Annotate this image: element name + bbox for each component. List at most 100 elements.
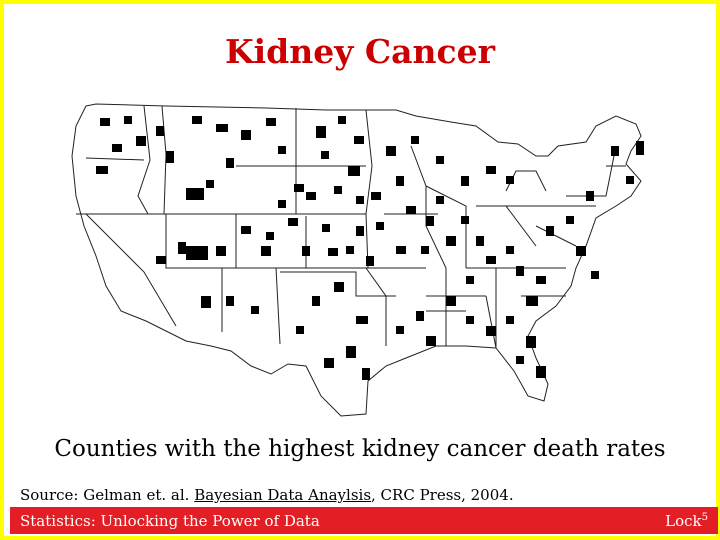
county-wy-1 [356,196,364,204]
footer-bar: Statistics: Unlocking the Power of Data … [10,507,718,534]
county-ga-2 [536,366,546,378]
county-ca-1 [241,226,251,234]
county-ga-1 [526,336,536,348]
county-ia-2 [396,176,404,186]
county-wv-1 [626,176,634,184]
county-il-3 [476,236,484,246]
county-ut-1 [186,246,208,260]
county-tx-4 [296,326,304,334]
county-mt-n1 [192,116,202,124]
county-mo-1 [371,192,381,200]
source-prefix: Source: Gelman et. al. [20,486,195,504]
county-fl-2 [566,216,574,224]
county-wy-2 [186,188,204,200]
county-mt-c1 [266,118,276,126]
county-al-2 [506,316,514,324]
county-ga-3 [516,356,524,364]
map-caption: Counties with the highest kidney cancer … [54,436,666,462]
county-mn-2 [362,368,370,380]
county-nd-2 [316,126,326,138]
county-la-1 [426,216,434,226]
footer-course-title: Statistics: Unlocking the Power of Data [20,512,320,530]
county-sd-2 [306,192,316,200]
county-id-n1 [156,126,164,136]
county-nd-1 [226,158,234,168]
county-tx-3 [312,296,320,306]
county-wi-1 [421,246,429,254]
slide-title: Kidney Cancer [224,32,496,71]
county-wa-e1 [124,116,132,124]
county-mo-2 [356,226,364,236]
county-ne-3 [322,224,330,232]
county-tx-6 [346,346,356,358]
county-spot-89 [112,144,122,152]
county-oh-1 [536,276,546,284]
county-tn-2 [396,326,404,334]
county-nc-1 [586,191,594,201]
county-tx-2 [334,282,344,292]
county-ms-2 [466,316,474,324]
county-ks-1 [302,246,310,256]
county-mn-3 [386,146,396,156]
county-az-1 [266,232,274,240]
county-oh-2 [526,296,538,306]
county-la-2 [396,246,406,254]
county-ky-1 [466,276,474,284]
county-ne-1 [226,296,234,306]
county-ny-2 [506,176,514,184]
county-al-1 [486,326,496,336]
county-md-1 [278,200,286,208]
source-suffix: , CRC Press, 2004. [371,486,514,504]
county-ms-1 [426,336,436,346]
county-id-c1 [166,151,174,163]
county-ia-1 [411,136,419,144]
county-vt-1 [436,156,444,164]
county-pa-1 [591,271,599,279]
county-mt-n2 [216,124,228,132]
county-mt-n3 [241,130,251,140]
county-tx-5 [356,316,368,324]
county-co-1 [201,296,211,308]
county-mi-1 [486,256,496,264]
county-il-1 [446,236,456,246]
county-va-1 [611,146,619,156]
county-mn-1 [324,358,334,368]
county-sd-1 [348,166,360,176]
county-il-2 [461,216,469,224]
county-mt-e1 [278,146,286,154]
county-nm-1 [251,306,259,314]
county-nv-1 [206,180,214,188]
county-nh-1 [294,184,304,192]
county-ar-2 [406,206,416,214]
county-ks-2 [328,248,338,256]
county-tx-1 [366,256,374,266]
county-ny-1 [486,166,496,174]
county-ut-2 [216,246,226,256]
map-svg [71,103,644,417]
county-in-1 [516,266,524,276]
county-fl-1 [546,226,554,236]
county-sd-3 [334,186,342,194]
source-book-link[interactable]: Bayesian Data Anaylsis [194,486,372,504]
county-or-e1 [96,166,108,174]
county-sc-1 [576,246,586,256]
county-nd-5 [321,151,329,159]
footer-lock-text: Lock [665,512,702,530]
county-nd-3 [338,116,346,124]
county-nd-4 [354,136,364,144]
us-county-map [66,96,666,432]
footer-lock-superscript: 5 [701,512,708,523]
county-va-2 [636,141,644,155]
county-tn-1 [416,311,424,321]
state-borders [71,103,642,417]
county-wi-2 [436,196,444,204]
county-ne-2 [288,218,298,226]
county-ok-1 [346,246,354,254]
county-wa-n1 [100,118,110,126]
county-nv-2 [178,242,186,254]
highlighted-counties [96,116,644,380]
footer-lock-logo: Lock5 [665,512,708,530]
county-mi-2 [506,246,514,254]
county-ar-1 [376,222,384,230]
